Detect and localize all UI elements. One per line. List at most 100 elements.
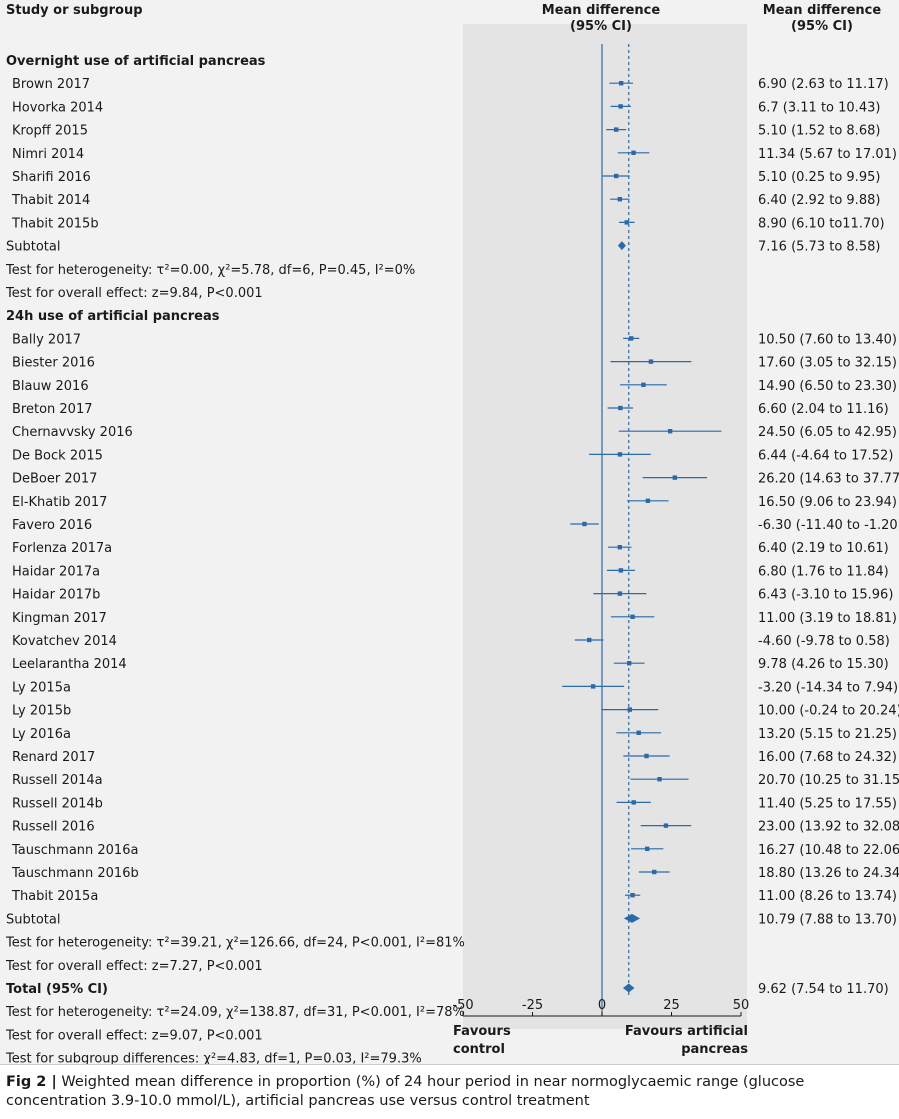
effect-estimate-text: 18.80 (13.26 to 24.34) <box>758 866 899 881</box>
effect-estimate-text: 9.62 (7.54 to 11.70) <box>758 982 889 997</box>
effect-estimate-text: 11.34 (5.67 to 17.01) <box>758 147 897 162</box>
caption-figure-number: Fig 2 | <box>6 1074 57 1090</box>
subtotal-diamond <box>623 913 641 923</box>
subtotal-label: Subtotal <box>6 912 60 927</box>
study-label: Haidar 2017b <box>12 588 100 603</box>
effect-estimate-text: 6.40 (2.19 to 10.61) <box>758 541 889 556</box>
plot-panel <box>463 24 747 1029</box>
favours-left-line1: Favours <box>453 1024 511 1039</box>
value-column-header-line1: Mean difference <box>763 3 882 18</box>
study-column-header: Study or subgroup <box>6 3 143 18</box>
favours-right-line1: Favours artificial <box>625 1024 748 1039</box>
effect-estimate-text: 23.00 (13.92 to 32.08) <box>758 820 899 835</box>
study-label: Ly 2015b <box>12 704 71 719</box>
study-label: De Bock 2015 <box>12 448 103 463</box>
study-label: Ly 2016a <box>12 727 71 742</box>
study-label: DeBoer 2017 <box>12 472 97 487</box>
point-estimate-marker <box>667 429 673 434</box>
study-label: Russell 2014a <box>12 773 103 788</box>
study-label: Thabit 2014 <box>11 193 90 208</box>
test-statistic-note: Test for overall effect: z=7.27, P<0.001 <box>5 959 263 974</box>
study-label: Bally 2017 <box>12 332 81 347</box>
point-estimate-marker <box>624 220 629 225</box>
point-estimate-marker <box>672 475 678 480</box>
test-statistic-note: Test for heterogeneity: τ²=24.09, χ²=138… <box>5 1005 465 1020</box>
point-estimate-marker <box>613 127 619 132</box>
point-estimate-marker <box>663 823 669 828</box>
point-estimate-marker <box>645 846 650 851</box>
total-diamond <box>622 983 635 993</box>
study-label: Leelarantha 2014 <box>12 657 127 672</box>
study-label: Kingman 2017 <box>12 611 107 626</box>
effect-estimate-text: 5.10 (0.25 to 9.95) <box>758 170 880 185</box>
study-label: Russell 2016 <box>12 820 95 835</box>
point-estimate-marker <box>590 684 596 689</box>
effect-estimate-text: 11.00 (8.26 to 13.74) <box>758 889 897 904</box>
caption-area: Fig 2 | Weighted mean difference in prop… <box>0 1064 899 1119</box>
favours-left-line2: control <box>453 1042 505 1057</box>
point-estimate-marker <box>587 637 592 643</box>
effect-estimate-text: -4.60 (-9.78 to 0.58) <box>758 634 890 649</box>
favours-right-line2: pancreas <box>681 1042 748 1057</box>
study-label: Chernavvsky 2016 <box>12 425 133 440</box>
point-estimate-marker <box>627 707 632 712</box>
point-estimate-marker <box>631 150 636 155</box>
effect-estimate-text: 14.90 (6.50 to 23.30) <box>758 379 897 394</box>
point-estimate-marker <box>618 568 624 573</box>
effect-estimate-text: 6.40 (2.92 to 9.88) <box>758 193 880 208</box>
plot-column-header-line1: Mean difference <box>542 3 661 18</box>
study-label: Haidar 2017a <box>12 564 100 579</box>
caption-text: Weighted mean difference in proportion (… <box>6 1074 805 1109</box>
study-label: Russell 2014b <box>12 796 103 811</box>
study-label: Tauschmann 2016b <box>11 866 139 881</box>
study-label: Brown 2017 <box>12 77 90 92</box>
study-label: Ly 2015a <box>12 680 71 695</box>
effect-estimate-text: 10.79 (7.88 to 13.70) <box>758 912 897 927</box>
effect-estimate-text: 24.50 (6.05 to 42.95) <box>758 425 897 440</box>
test-statistic-note: Test for overall effect: z=9.84, P<0.001 <box>5 286 263 301</box>
effect-estimate-text: 6.44 (-4.64 to 17.52) <box>758 448 893 463</box>
subtotal-diamond <box>617 241 626 251</box>
study-label: Kovatchev 2014 <box>12 634 117 649</box>
group-heading: 24h use of artificial pancreas <box>6 309 220 324</box>
study-label: Nimri 2014 <box>12 147 84 162</box>
point-estimate-marker <box>628 336 634 341</box>
effect-estimate-text: 7.16 (5.73 to 8.58) <box>758 240 880 255</box>
x-axis: -50 -25 0 25 50 <box>452 998 749 1017</box>
effect-estimate-text: 6.43 (-3.10 to 15.96) <box>758 588 893 603</box>
study-label: El-Khatib 2017 <box>12 495 107 510</box>
point-estimate-marker <box>618 405 623 411</box>
effect-estimate-text: 5.10 (1.52 to 8.68) <box>758 124 880 139</box>
study-label: Thabit 2015a <box>11 889 98 904</box>
effect-estimate-text: 6.60 (2.04 to 11.16) <box>758 402 889 417</box>
point-estimate-marker <box>617 545 622 550</box>
point-estimate-marker <box>644 753 649 759</box>
study-label: Blauw 2016 <box>12 379 89 394</box>
study-label: Renard 2017 <box>12 750 95 765</box>
point-estimate-marker <box>648 359 654 364</box>
point-estimate-marker <box>636 730 641 735</box>
point-estimate-marker <box>613 173 619 179</box>
test-statistic-note: Test for heterogeneity: τ²=39.21, χ²=126… <box>5 936 465 951</box>
point-estimate-marker <box>631 800 636 805</box>
effect-estimate-text: 6.80 (1.76 to 11.84) <box>758 564 889 579</box>
x-tick-label: -25 <box>522 998 543 1013</box>
study-label: Breton 2017 <box>12 402 92 417</box>
point-estimate-marker <box>618 104 623 109</box>
subtotal-label: Subtotal <box>6 240 60 255</box>
test-statistic-note: Test for overall effect: z=9.07, P<0.001 <box>5 1028 263 1043</box>
study-label: Kropff 2015 <box>12 124 88 139</box>
effect-estimate-text: 26.20 (14.63 to 37.77) <box>758 472 899 487</box>
study-label: Favero 2016 <box>12 518 92 533</box>
point-estimate-marker <box>582 521 587 527</box>
x-tick-label: 0 <box>598 998 606 1013</box>
study-label: Biester 2016 <box>12 356 95 371</box>
effect-estimate-text: 10.00 (-0.24 to 20.24) <box>758 704 899 719</box>
point-estimate-marker <box>617 591 623 596</box>
group-heading: Overnight use of artificial pancreas <box>6 54 266 69</box>
effect-estimate-text: 8.90 (6.10 to11.70) <box>758 216 885 231</box>
point-estimate-marker <box>645 498 651 503</box>
point-estimate-marker <box>657 777 662 782</box>
effect-estimate-text: 6.7 (3.11 to 10.43) <box>758 100 880 115</box>
point-estimate-marker <box>618 81 624 86</box>
